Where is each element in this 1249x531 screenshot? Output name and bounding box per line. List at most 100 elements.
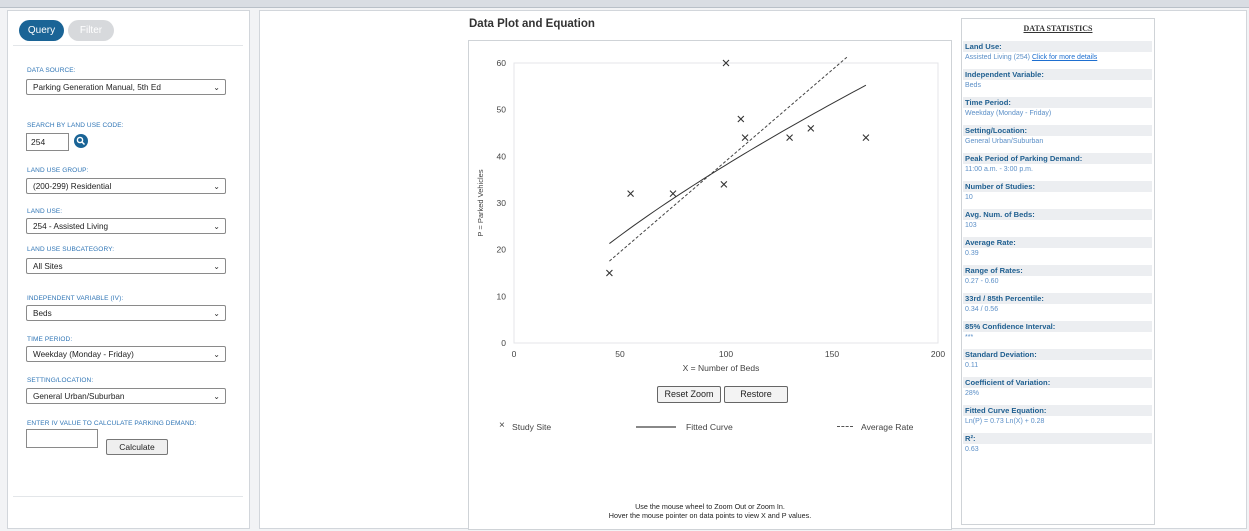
land-use-group-select[interactable]: (200-299) Residential ⌄ — [26, 178, 226, 194]
stats-value: 10 — [965, 194, 973, 201]
land-use-value: 254 - Assisted Living — [33, 222, 109, 231]
chevron-down-icon: ⌄ — [213, 350, 220, 359]
land-use-name: Assisted Living (254) — [965, 54, 1030, 61]
stats-label: Range of Rates: — [963, 265, 1152, 276]
reset-zoom-button[interactable]: Reset Zoom — [657, 386, 721, 403]
stats-label: Coefficient of Variation: — [963, 377, 1152, 388]
study-site-point[interactable] — [807, 124, 815, 132]
search-button[interactable] — [74, 134, 88, 148]
fitted-curve-legend-icon — [636, 426, 676, 428]
chevron-down-icon: ⌄ — [213, 309, 220, 318]
x-tick-label: 100 — [719, 349, 733, 359]
plot-title: Data Plot and Equation — [469, 18, 595, 30]
stats-value: 0.63 — [965, 446, 979, 453]
time-period-select[interactable]: Weekday (Monday - Friday) ⌄ — [26, 346, 226, 362]
study-site-point[interactable] — [737, 115, 745, 123]
divider — [13, 45, 243, 46]
chevron-down-icon: ⌄ — [213, 222, 220, 231]
iv-value-input[interactable] — [26, 429, 98, 448]
query-panel: Query Filter DATA SOURCE: Parking Genera… — [7, 10, 250, 529]
y-tick-label: 50 — [497, 105, 507, 115]
data-statistics-panel: DATA STATISTICS Land Use: Assisted Livin… — [961, 18, 1155, 525]
chevron-down-icon: ⌄ — [213, 83, 220, 92]
study-site-point[interactable] — [722, 59, 730, 67]
stats-value: 103 — [965, 222, 977, 229]
study-site-point[interactable] — [627, 190, 634, 198]
x-axis-label: X = Number of Beds — [683, 363, 760, 373]
data-source-select[interactable]: Parking Generation Manual, 5th Ed ⌄ — [26, 79, 226, 95]
y-axis-label: P = Parked Vehicles — [476, 169, 485, 236]
independent-variable-label: INDEPENDENT VARIABLE (IV): — [27, 295, 124, 302]
y-tick-label: 60 — [497, 58, 507, 68]
x-tick-label: 200 — [931, 349, 945, 359]
zoom-help-text: Use the mouse wheel to Zoom Out or Zoom … — [635, 502, 785, 511]
y-tick-label: 40 — [497, 151, 507, 161]
y-tick-label: 20 — [497, 245, 507, 255]
average-rate-line — [609, 56, 848, 262]
stats-label: Average Rate: — [963, 237, 1152, 248]
land-use-select[interactable]: 254 - Assisted Living ⌄ — [26, 218, 226, 234]
stats-value: Weekday (Monday - Friday) — [965, 110, 1052, 117]
legend-study-site: Study Site — [512, 422, 552, 432]
land-use-subcategory-select[interactable]: All Sites ⌄ — [26, 258, 226, 274]
x-tick-label: 0 — [512, 349, 517, 359]
study-site-legend-icon: × — [499, 420, 505, 431]
setting-label: SETTING/LOCATION: — [27, 377, 94, 384]
stats-label: R²: — [963, 433, 1152, 444]
study-site-point[interactable] — [720, 180, 728, 188]
stats-value: 11:00 a.m. - 3:00 p.m. — [965, 166, 1033, 173]
stats-label: Number of Studies: — [963, 181, 1152, 192]
chevron-down-icon: ⌄ — [213, 392, 220, 401]
study-site-point[interactable] — [741, 134, 749, 142]
land-use-subcategory-value: All Sites — [33, 262, 63, 271]
tab-query[interactable]: Query — [19, 20, 64, 41]
y-tick-label: 30 — [497, 198, 507, 208]
plot-card: 0 50 100 150 200 0 10 20 30 40 50 60 X = Number of B… — [468, 40, 952, 530]
land-use-subcategory-label: LAND USE SUBCATEGORY: — [27, 246, 115, 253]
stats-value: General Urban/Suburban — [965, 138, 1044, 145]
more-details-link[interactable]: Click for more details — [1031, 54, 1098, 61]
chevron-down-icon: ⌄ — [213, 262, 220, 271]
calculate-button[interactable]: Calculate — [106, 439, 168, 455]
independent-variable-select[interactable]: Beds ⌄ — [26, 305, 226, 321]
stats-label: Standard Deviation: — [963, 349, 1152, 360]
x-tick-label: 50 — [615, 349, 625, 359]
setting-value: General Urban/Suburban — [33, 392, 125, 401]
restore-button[interactable]: Restore — [724, 386, 788, 403]
stats-value: 0.39 — [965, 250, 979, 257]
stats-value: Beds — [965, 82, 981, 89]
independent-variable-value: Beds — [33, 309, 52, 318]
hover-help-text: Hover the mouse pointer on data points t… — [608, 511, 812, 520]
stats-label: Land Use: — [963, 41, 1152, 52]
study-site-point[interactable] — [606, 269, 613, 277]
stats-value: 0.34 / 0.56 — [965, 306, 999, 313]
land-use-code-input[interactable]: 254 — [26, 133, 69, 151]
top-bar — [0, 0, 1249, 8]
time-period-label: TIME PERIOD: — [27, 336, 73, 343]
scatter-chart[interactable]: 0 50 100 150 200 0 10 20 30 40 50 60 X = Number of B… — [469, 41, 951, 381]
stats-label: Time Period: — [963, 97, 1152, 108]
setting-select[interactable]: General Urban/Suburban ⌄ — [26, 388, 226, 404]
stats-land-use-value: Assisted Living (254) Click for more det… — [965, 54, 1097, 61]
stats-value: 0.11 — [965, 362, 979, 369]
stats-label: Independent Variable: — [963, 69, 1152, 80]
x-tick-label: 150 — [825, 349, 839, 359]
study-site-point[interactable] — [786, 134, 793, 142]
stats-value: 0.27 - 0.60 — [965, 278, 999, 285]
legend-fitted-curve: Fitted Curve — [686, 422, 733, 432]
study-site-point[interactable] — [669, 190, 677, 198]
study-site-point[interactable] — [862, 134, 870, 142]
stats-label: Fitted Curve Equation: — [963, 405, 1152, 416]
y-tick-label: 10 — [497, 291, 507, 301]
land-use-group-label: LAND USE GROUP: — [27, 167, 89, 174]
legend-average-rate: Average Rate — [861, 422, 914, 432]
chevron-down-icon: ⌄ — [213, 182, 220, 191]
average-rate-legend-icon — [837, 426, 853, 427]
stats-value: *** — [965, 334, 974, 341]
divider — [13, 496, 243, 497]
tab-filter[interactable]: Filter — [68, 20, 114, 41]
stats-label: 85% Confidence Interval: — [963, 321, 1152, 332]
y-tick-label: 0 — [501, 338, 506, 348]
plot-area — [513, 62, 939, 344]
stats-label: Avg. Num. of Beds: — [963, 209, 1152, 220]
